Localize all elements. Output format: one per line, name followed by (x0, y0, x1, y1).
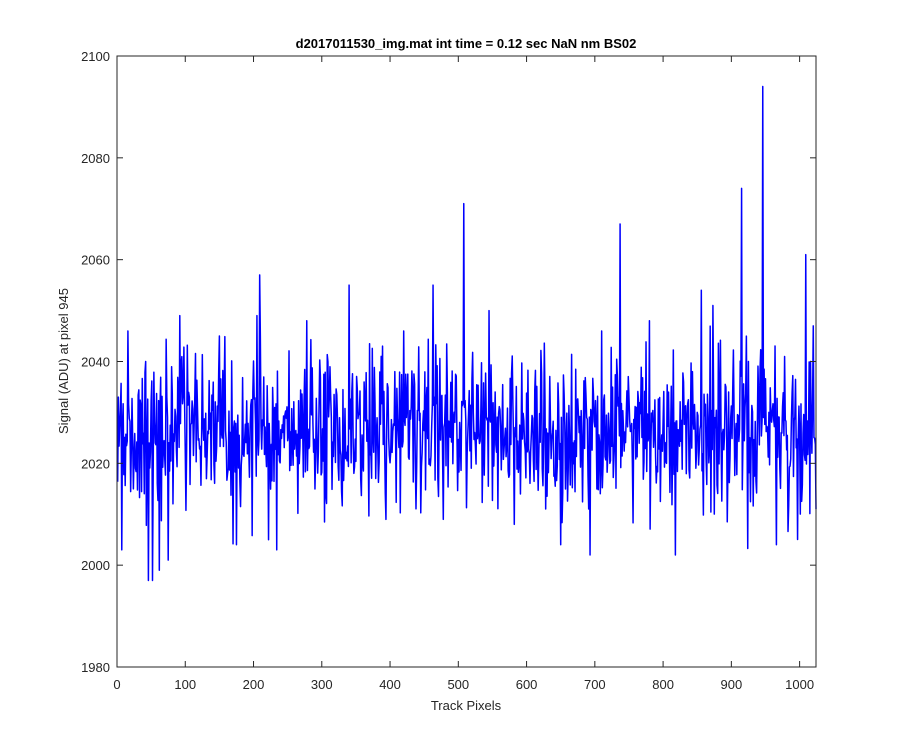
x-tick-label: 300 (311, 677, 333, 692)
x-tick-label: 500 (447, 677, 469, 692)
x-tick-label: 0 (113, 677, 120, 692)
y-tick-label: 1980 (81, 660, 110, 675)
y-tick-label: 2020 (81, 456, 110, 471)
x-tick-label: 400 (379, 677, 401, 692)
chart-title: d2017011530_img.mat int time = 0.12 sec … (296, 36, 637, 51)
x-tick-label: 900 (721, 677, 743, 692)
y-tick-label: 2060 (81, 253, 110, 268)
x-tick-label: 800 (652, 677, 674, 692)
x-tick-label: 100 (174, 677, 196, 692)
x-axis-label: Track Pixels (431, 698, 502, 713)
x-tick-label: 700 (584, 677, 606, 692)
y-tick-label: 2000 (81, 558, 110, 573)
x-tick-label: 1000 (785, 677, 814, 692)
x-tick-label: 200 (243, 677, 265, 692)
y-tick-label: 2100 (81, 49, 110, 64)
y-axis-label: Signal (ADU) at pixel 945 (56, 288, 71, 434)
y-tick-label: 2080 (81, 151, 110, 166)
y-tick-label: 2040 (81, 355, 110, 370)
x-tick-label: 600 (516, 677, 538, 692)
plot-area-background (117, 56, 816, 667)
